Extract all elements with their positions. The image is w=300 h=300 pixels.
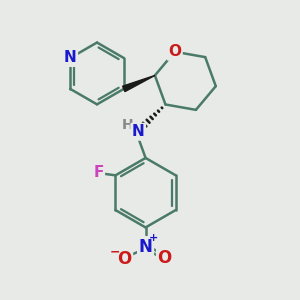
Text: N: N bbox=[139, 238, 152, 256]
Text: O: O bbox=[117, 250, 131, 268]
Text: −: − bbox=[110, 245, 120, 258]
Polygon shape bbox=[123, 75, 155, 92]
Text: F: F bbox=[93, 166, 103, 181]
Text: N: N bbox=[64, 50, 76, 65]
Text: O: O bbox=[158, 249, 172, 267]
Text: N: N bbox=[132, 124, 145, 139]
Text: +: + bbox=[149, 233, 158, 243]
Text: O: O bbox=[168, 44, 181, 59]
Text: H: H bbox=[122, 118, 134, 132]
